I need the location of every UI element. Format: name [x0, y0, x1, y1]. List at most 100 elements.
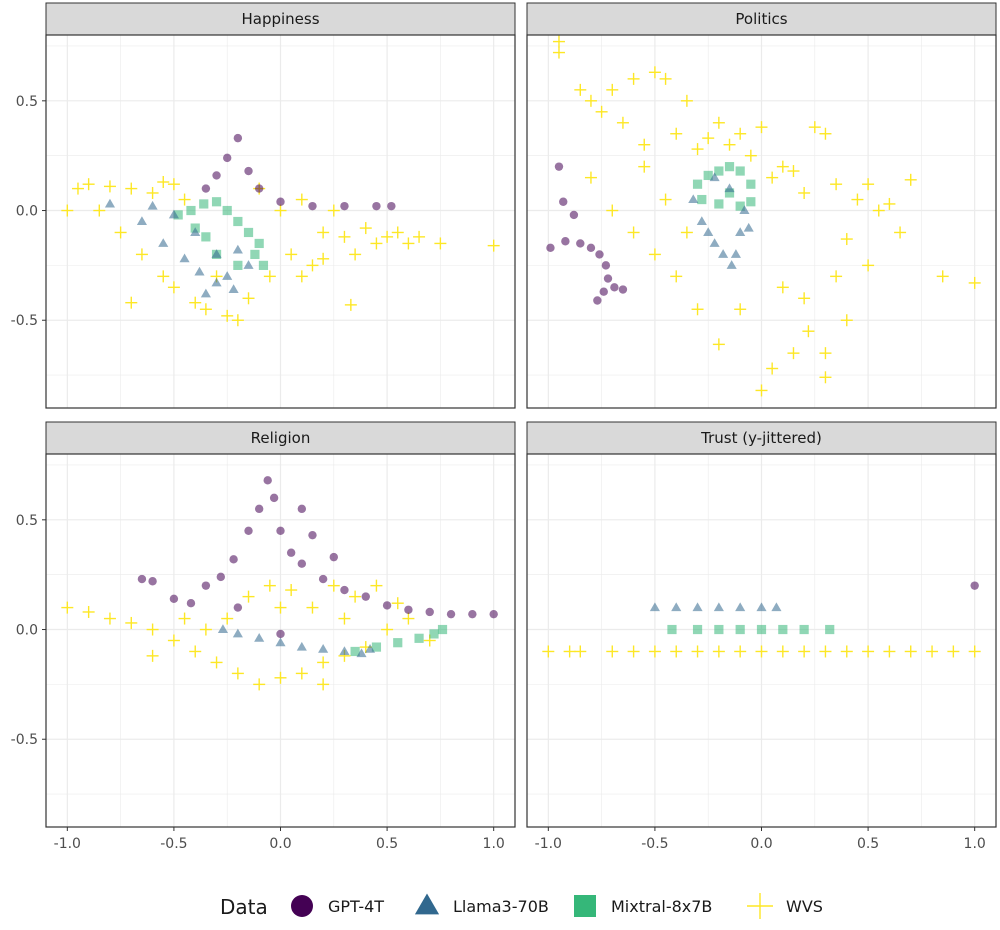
data-point-gpt-4t — [595, 250, 604, 259]
data-point-gpt-4t — [286, 548, 296, 557]
data-point-wvs — [253, 678, 266, 691]
data-point-gpt-4t — [297, 559, 307, 568]
data-point-wvs — [584, 94, 597, 107]
data-point-wvs — [638, 138, 651, 151]
data-point-mixtral-8x7b — [692, 179, 703, 189]
data-point-mixtral-8x7b — [254, 238, 264, 249]
data-point-wvs — [82, 605, 95, 618]
x-tick-label: 0.5 — [857, 836, 879, 852]
y-tick-label: 0.0 — [16, 623, 38, 639]
data-point-mixtral-8x7b — [233, 216, 243, 227]
y-tick-label: -0.5 — [11, 732, 38, 748]
data-point-wvs — [552, 46, 565, 59]
data-point-wvs — [787, 165, 800, 178]
data-point-wvs — [606, 83, 619, 96]
data-point-wvs — [295, 270, 308, 283]
data-point-wvs — [680, 94, 693, 107]
legend-item-wvs: WVS — [747, 893, 823, 919]
data-point-wvs — [904, 173, 917, 186]
data-point-wvs — [755, 384, 768, 397]
data-point-wvs — [285, 248, 298, 261]
data-point-wvs — [231, 667, 244, 680]
data-point-wvs — [274, 601, 287, 614]
data-point-wvs — [135, 248, 148, 261]
data-point-wvs — [317, 252, 330, 265]
data-point-wvs — [851, 193, 864, 206]
data-point-wvs — [167, 281, 180, 294]
data-point-gpt-4t — [201, 581, 211, 590]
data-point-wvs — [285, 584, 298, 597]
data-point-gpt-4t — [254, 504, 264, 514]
data-point-wvs — [391, 597, 404, 610]
y-tick-label: 0.0 — [16, 204, 38, 220]
data-point-wvs — [359, 222, 372, 235]
data-point-wvs — [317, 226, 330, 239]
data-point-wvs — [819, 347, 832, 360]
data-point-mixtral-8x7b — [825, 624, 835, 635]
facet-title: Religion — [251, 429, 311, 447]
data-point-wvs — [349, 248, 362, 261]
data-point-gpt-4t — [372, 201, 381, 211]
legend: Data GPT-4T Llama3-70B Mixtral-8x7B WVS — [220, 893, 823, 919]
data-point-gpt-4t — [244, 166, 253, 176]
data-point-wvs — [883, 197, 896, 210]
data-point-wvs — [798, 645, 811, 658]
data-point-wvs — [574, 83, 587, 96]
facet-strip — [526, 2, 997, 36]
data-point-wvs — [819, 127, 832, 140]
data-point-wvs — [712, 645, 725, 658]
data-point-llama3-70b — [339, 646, 350, 655]
data-point-wvs — [862, 178, 875, 191]
data-point-gpt-4t — [387, 201, 396, 211]
series-gpt-4t — [970, 581, 979, 590]
series-gpt-4t — [201, 133, 396, 211]
data-point-mixtral-8x7b — [692, 624, 703, 635]
facet-title: Trust (y-jittered) — [700, 429, 822, 447]
x-tick-label: 0.5 — [376, 836, 398, 852]
data-point-wvs — [723, 138, 736, 151]
data-point-llama3-70b — [756, 602, 767, 612]
data-point-wvs — [263, 579, 276, 592]
data-point-wvs — [349, 590, 362, 603]
data-point-mixtral-8x7b — [697, 194, 707, 205]
legend-title: Data — [220, 895, 268, 919]
data-point-wvs — [755, 121, 768, 134]
data-point-wvs — [627, 72, 640, 85]
data-point-wvs — [595, 105, 608, 118]
data-point-wvs — [157, 176, 170, 189]
data-point-gpt-4t — [233, 133, 243, 143]
data-point-gpt-4t — [559, 197, 568, 206]
data-point-wvs — [712, 116, 725, 129]
x-tick-label: -1.0 — [54, 836, 81, 852]
data-point-wvs — [306, 601, 319, 614]
data-point-mixtral-8x7b — [735, 624, 745, 635]
data-point-mixtral-8x7b — [414, 633, 424, 643]
data-point-llama3-70b — [730, 249, 741, 258]
data-point-wvs — [146, 623, 159, 636]
x-tick-label: -0.5 — [641, 836, 668, 852]
data-point-wvs — [830, 178, 843, 191]
data-point-wvs — [926, 645, 939, 658]
data-point-wvs — [766, 171, 779, 184]
data-point-llama3-70b — [168, 209, 179, 219]
data-point-gpt-4t — [233, 603, 243, 612]
series-mixtral-8x7b — [350, 624, 448, 657]
data-point-gpt-4t — [603, 274, 613, 283]
data-point-wvs — [968, 645, 981, 658]
data-point-mixtral-8x7b — [799, 624, 809, 635]
data-point-mixtral-8x7b — [258, 260, 269, 270]
data-point-llama3-70b — [211, 277, 222, 287]
data-point-wvs — [338, 612, 351, 625]
data-point-mixtral-8x7b — [173, 210, 183, 220]
data-point-llama3-70b — [211, 249, 222, 258]
facet-strip — [45, 421, 516, 455]
panel-religion: Religion -0.5 0.0 0.5 -1.0 -0.5 0.0 0.5 1.0 — [11, 421, 516, 852]
data-point-llama3-70b — [735, 602, 746, 612]
data-point-llama3-70b — [136, 216, 147, 225]
data-point-mixtral-8x7b — [371, 642, 382, 652]
data-point-llama3-70b — [356, 648, 367, 658]
data-point-wvs — [648, 645, 661, 658]
data-point-llama3-70b — [228, 284, 239, 294]
data-point-wvs — [61, 601, 74, 614]
